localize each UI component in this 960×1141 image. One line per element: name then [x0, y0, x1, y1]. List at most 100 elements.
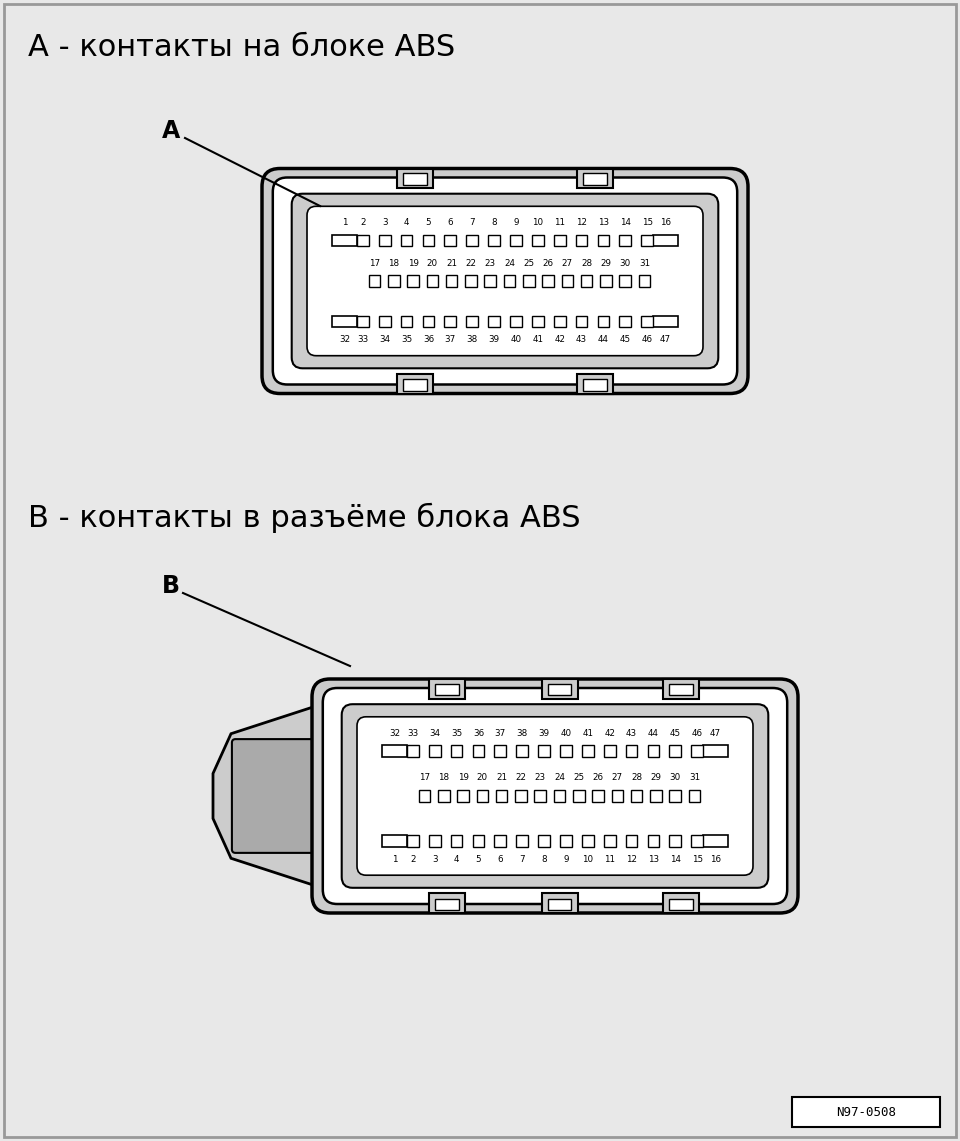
Text: 22: 22 [516, 774, 526, 783]
Text: 3: 3 [432, 855, 438, 864]
Bar [663, 893, 699, 913]
Bar [532, 235, 543, 246]
Bar [663, 679, 699, 698]
Text: 45: 45 [670, 728, 681, 737]
Text: 45: 45 [620, 335, 631, 343]
Text: 47: 47 [660, 335, 671, 343]
Bar [472, 745, 484, 756]
Bar [669, 791, 681, 802]
Bar [573, 791, 585, 802]
Text: 44: 44 [648, 728, 659, 737]
Bar [435, 899, 459, 911]
Text: 36: 36 [422, 335, 434, 343]
Text: 37: 37 [444, 335, 456, 343]
Text: 43: 43 [576, 335, 588, 343]
Text: 12: 12 [576, 218, 588, 227]
Bar [576, 316, 588, 327]
Bar [584, 379, 607, 391]
Text: 16: 16 [660, 218, 671, 227]
Bar [597, 235, 610, 246]
Text: 30: 30 [669, 774, 681, 783]
Bar [489, 316, 500, 327]
Text: 13: 13 [648, 855, 659, 864]
Text: 18: 18 [438, 774, 449, 783]
Bar [581, 275, 592, 286]
Bar [597, 316, 610, 327]
Bar [542, 275, 554, 286]
Bar [560, 835, 572, 847]
Text: 29: 29 [651, 774, 661, 783]
Bar [382, 745, 407, 756]
Bar [554, 235, 565, 246]
Bar [688, 791, 701, 802]
Text: 46: 46 [641, 335, 653, 343]
FancyBboxPatch shape [232, 739, 329, 852]
Text: А - контакты на блоке ABS: А - контакты на блоке ABS [28, 33, 455, 62]
Bar [510, 316, 522, 327]
Text: 19: 19 [408, 259, 419, 267]
Text: 40: 40 [511, 335, 521, 343]
Text: 15: 15 [691, 855, 703, 864]
Text: 39: 39 [489, 335, 499, 343]
FancyBboxPatch shape [292, 194, 718, 369]
Text: 15: 15 [641, 218, 653, 227]
Bar [541, 893, 578, 913]
Bar [429, 745, 441, 756]
Text: 40: 40 [561, 728, 571, 737]
Bar [400, 316, 413, 327]
Bar [332, 235, 357, 246]
Bar [407, 745, 419, 756]
Text: 26: 26 [542, 259, 554, 267]
Bar [604, 745, 615, 756]
Text: B: B [162, 574, 180, 598]
Bar [476, 791, 489, 802]
Bar [516, 745, 528, 756]
Bar [703, 745, 728, 756]
Bar [669, 835, 682, 847]
Bar [619, 316, 631, 327]
Bar [548, 899, 571, 911]
Text: 21: 21 [496, 774, 507, 783]
Bar [467, 235, 478, 246]
Bar [407, 275, 419, 286]
Text: 23: 23 [485, 259, 495, 267]
Bar [619, 235, 631, 246]
Text: 5: 5 [475, 855, 481, 864]
Bar [495, 791, 508, 802]
Bar [419, 791, 430, 802]
Text: 9: 9 [514, 218, 518, 227]
Bar [523, 275, 535, 286]
Bar [510, 235, 522, 246]
Bar [792, 1097, 940, 1127]
Bar [504, 275, 516, 286]
Bar [403, 173, 426, 185]
Text: 37: 37 [494, 728, 506, 737]
Bar [638, 275, 650, 286]
Bar [429, 679, 465, 698]
FancyBboxPatch shape [342, 704, 768, 888]
Bar [648, 745, 660, 756]
Bar [641, 235, 653, 246]
Bar [450, 745, 463, 756]
Bar [600, 275, 612, 286]
Bar [450, 835, 463, 847]
Text: 7: 7 [519, 855, 525, 864]
Text: 41: 41 [532, 335, 543, 343]
Text: 14: 14 [670, 855, 681, 864]
Bar [407, 835, 419, 847]
Bar [539, 745, 550, 756]
Bar [669, 683, 693, 695]
Text: 38: 38 [516, 728, 528, 737]
Text: 21: 21 [446, 259, 457, 267]
Bar [584, 173, 607, 185]
Bar [691, 835, 703, 847]
Text: 16: 16 [709, 855, 721, 864]
Bar [516, 835, 528, 847]
Text: 25: 25 [573, 774, 585, 783]
Bar [465, 275, 477, 286]
Bar [444, 235, 456, 246]
Bar [653, 235, 678, 246]
Text: 13: 13 [598, 218, 609, 227]
Text: 4: 4 [404, 218, 409, 227]
Text: 28: 28 [581, 259, 592, 267]
